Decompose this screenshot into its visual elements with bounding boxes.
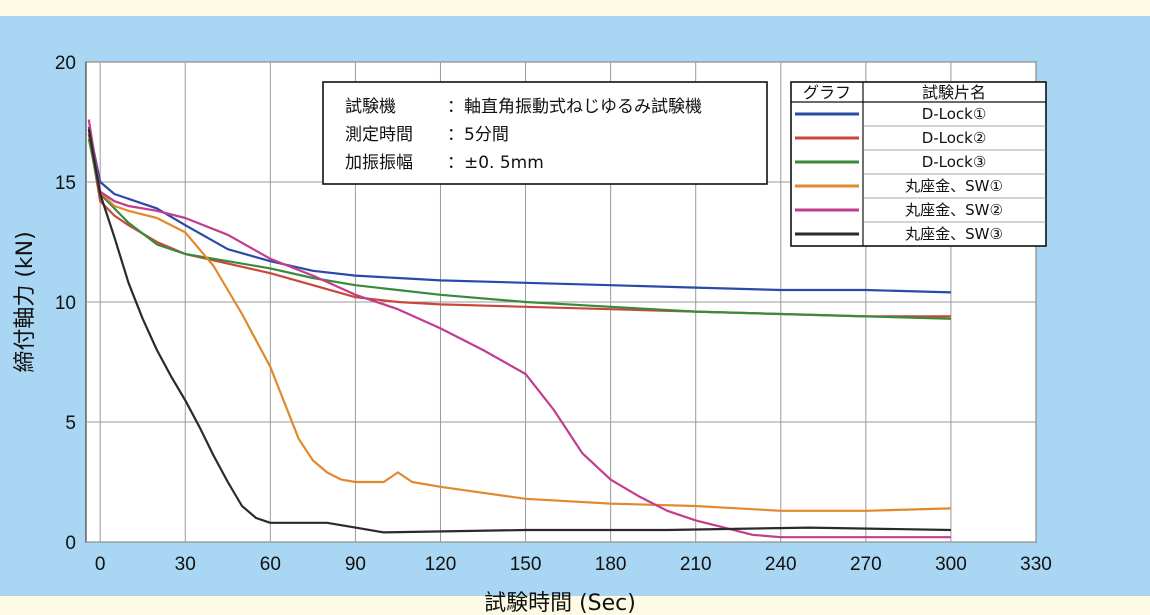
x-tick-label: 90 [345, 554, 366, 575]
x-tick-label: 240 [765, 554, 797, 575]
x-tick-label: 270 [850, 554, 882, 575]
series-line-3 [87, 138, 951, 320]
legend-frame [790, 81, 1047, 247]
x-tick-label: 300 [935, 554, 967, 575]
y-axis-title: 締付軸力 (kN) [13, 231, 38, 372]
legend-header-graph: グラフ [803, 83, 851, 102]
series-line-4 [87, 129, 951, 512]
x-tick-label: 60 [260, 554, 281, 575]
info-label-machine: 試験機 [345, 97, 396, 117]
info-label-duration: 測定時間 [345, 125, 413, 145]
info-value-machine: ：軸直角振動式ねじゆるみ試験機 [447, 97, 702, 117]
series-line-5 [87, 119, 951, 539]
legend-label-5: 丸座金、SW② [905, 201, 1003, 219]
info-value-duration: ：5分間 [447, 125, 509, 145]
y-tick-label: 0 [65, 533, 76, 554]
x-tick-label: 330 [1020, 554, 1052, 575]
series-line-6 [87, 129, 951, 534]
legend-label-6: 丸座金、SW③ [905, 225, 1003, 243]
legend-label-2: D-Lock② [922, 129, 987, 147]
x-tick-label: 0 [95, 554, 106, 575]
x-axis-title: 試験時間 (Sec) [484, 591, 636, 615]
info-value-amplitude: ：±0. 5mm [447, 153, 544, 173]
y-tick-label: 20 [55, 53, 76, 74]
legend-rows: D-Lock① D-Lock② D-Lock③ 丸座金、SW① 丸座金、SW② 丸座金、S… [795, 105, 1046, 243]
legend-label-4: 丸座金、SW① [905, 177, 1003, 195]
x-tick-label: 150 [510, 554, 542, 575]
legend: グラフ 試験片名 D-Lock① D-Lock② D-Lock③ 丸座金、SW① 丸座金… [790, 81, 1047, 247]
legend-label-1: D-Lock① [922, 105, 987, 123]
tick-label-layer: 0 30 60 90 120 150 180 210 240 270 300 330 0 5 10 15 20 [55, 53, 1052, 575]
x-tick-label: 210 [680, 554, 712, 575]
x-tick-label: 30 [175, 554, 196, 575]
x-tick-label: 120 [425, 554, 457, 575]
series-layer [87, 119, 951, 539]
info-box: 試験機 ：軸直角振動式ねじゆるみ試験機 測定時間 ：5分間 加振振幅 ：±0. … [322, 81, 768, 185]
y-tick-label: 5 [65, 413, 76, 434]
y-tick-label: 15 [55, 173, 76, 194]
info-label-amplitude: 加振振幅 [345, 153, 413, 173]
top-border-band [0, 0, 1150, 16]
info-box-frame [322, 81, 768, 185]
y-tick-label: 10 [55, 293, 76, 314]
legend-label-3: D-Lock③ [922, 153, 987, 171]
bottom-border-band [0, 596, 1150, 615]
legend-header-name: 試験片名 [922, 83, 986, 102]
x-tick-label: 180 [595, 554, 627, 575]
series-line-1 [87, 126, 951, 294]
